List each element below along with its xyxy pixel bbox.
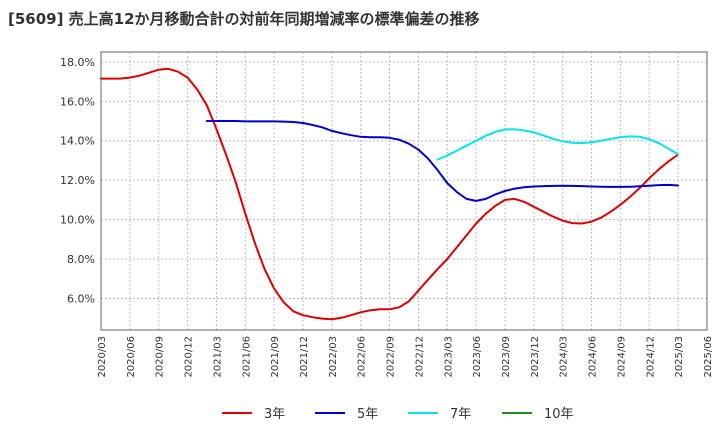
x-tick-label: 2022/06 xyxy=(357,336,368,378)
x-tick-label: 2021/03 xyxy=(212,336,223,378)
x-tick-label: 2021/06 xyxy=(241,336,252,378)
x-tick-label: 2022/12 xyxy=(414,336,425,378)
plot-frame xyxy=(100,51,708,331)
x-tick-label: 2022/09 xyxy=(386,336,397,378)
series-line-7年 xyxy=(436,128,680,161)
legend-label: 3年 xyxy=(264,407,285,422)
x-tick-label: 2024/12 xyxy=(645,336,656,378)
y-tick-label: 10.0% xyxy=(60,214,95,227)
y-tick-label: 18.0% xyxy=(60,56,95,69)
chart-title: [5609] 売上高12か月移動合計の対前年同期増減率の標準偏差の推移 xyxy=(8,10,480,28)
x-tick-label: 2023/06 xyxy=(472,336,483,378)
legend-label: 5年 xyxy=(357,407,378,422)
legend-label: 7年 xyxy=(450,407,471,422)
x-tick-label: 2023/03 xyxy=(443,336,454,378)
y-tick-label: 12.0% xyxy=(60,174,95,187)
series-line-5年 xyxy=(205,120,680,202)
series-lines xyxy=(100,67,680,321)
y-tick-label: 6.0% xyxy=(67,292,95,305)
x-tick-label: 2024/06 xyxy=(588,336,599,378)
y-tick-label: 14.0% xyxy=(60,135,95,148)
x-tick-label: 2023/09 xyxy=(501,336,512,378)
x-tick-label: 2020/03 xyxy=(97,336,108,378)
x-tick-label: 2025/06 xyxy=(703,336,714,378)
x-tick-label: 2020/09 xyxy=(155,336,166,378)
legend: 3年 5年 7年 10年 xyxy=(222,407,574,422)
x-tick-label: 2025/03 xyxy=(674,336,685,378)
x-tick-label: 2020/12 xyxy=(184,336,195,378)
x-tick-labels: 2020/03 2020/06 2020/09 2020/12 2021/03 2021/… xyxy=(97,336,714,378)
y-tick-label: 16.0% xyxy=(60,95,95,108)
x-tick-label: 2024/09 xyxy=(616,336,627,378)
grid-lines xyxy=(100,52,708,330)
axes xyxy=(100,51,708,331)
x-tick-label: 2020/06 xyxy=(126,336,137,378)
x-tick-label: 2024/03 xyxy=(559,336,570,378)
y-tick-labels: 6.0% 8.0% 10.0% 12.0% 14.0% 16.0% 18.0% xyxy=(60,56,95,306)
series-line-3年 xyxy=(100,67,680,321)
y-tick-label: 8.0% xyxy=(67,253,95,266)
x-tick-label: 2021/09 xyxy=(270,336,281,378)
x-tick-label: 2023/12 xyxy=(530,336,541,378)
legend-label: 10年 xyxy=(544,407,574,422)
x-tick-label: 2021/12 xyxy=(299,336,310,378)
x-tick-label: 2022/03 xyxy=(328,336,339,378)
